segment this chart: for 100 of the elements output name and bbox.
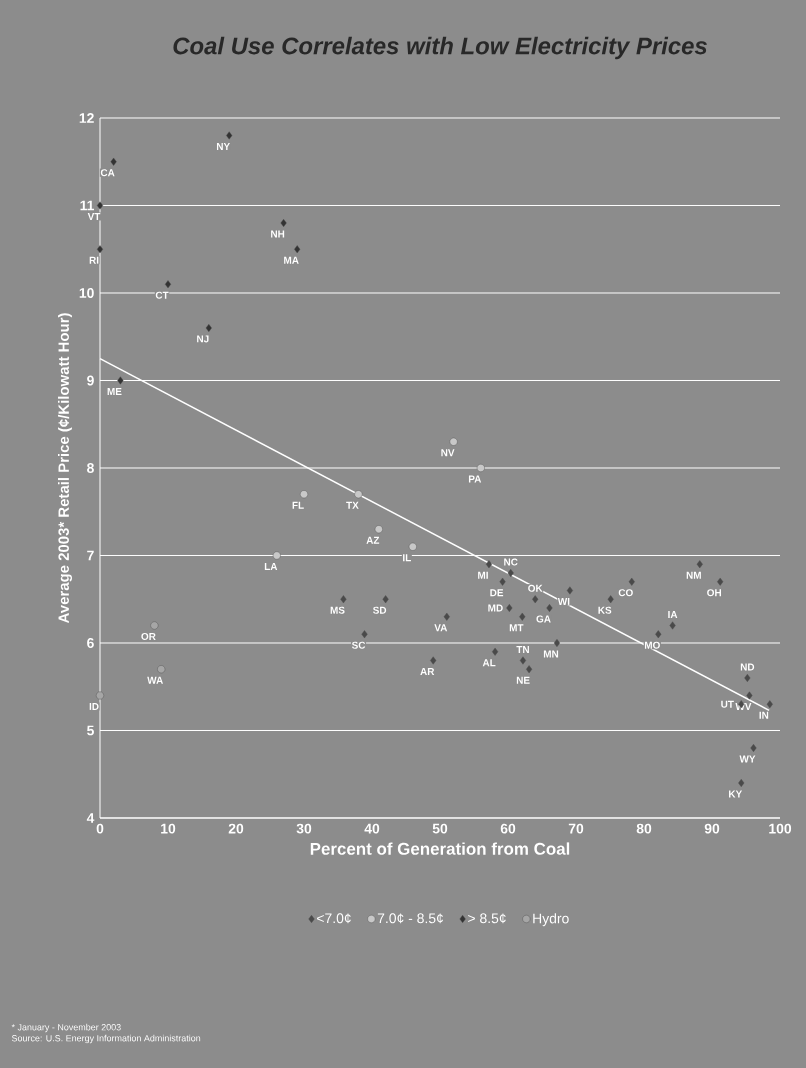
annotation: MN (543, 650, 559, 658)
point (566, 586, 573, 595)
point (499, 577, 506, 586)
annotation: IN (759, 711, 769, 719)
annotation: KS (598, 606, 612, 614)
point (96, 245, 104, 254)
point (492, 647, 499, 656)
chart-title: Coal Use Correlates with Low Electricity Prices (173, 36, 707, 60)
point (746, 691, 753, 700)
point (272, 551, 281, 560)
point (766, 700, 773, 709)
annotation: NY (216, 143, 230, 150)
point (96, 691, 104, 700)
y-tick-label: 11 (80, 200, 94, 211)
annotation: CT (155, 291, 169, 299)
annotation: GA (536, 615, 551, 623)
point (696, 560, 703, 569)
point (506, 604, 513, 612)
point (628, 577, 635, 586)
annotation: RI (89, 256, 99, 264)
point (354, 490, 363, 499)
x-tick-label: 80 (636, 823, 652, 834)
annotation: TX (346, 501, 359, 509)
point (532, 595, 539, 604)
x-tick-label: 60 (500, 823, 516, 834)
point (294, 245, 301, 254)
point (157, 665, 166, 674)
point (164, 280, 172, 289)
annotation: VT (87, 213, 101, 220)
y-tick-label: 4 (86, 813, 95, 823)
annotation: WI (557, 598, 570, 605)
y-tick-label: 5 (87, 725, 94, 736)
x-axis-title: Percent of Generation from Coal (310, 842, 570, 855)
point (519, 656, 526, 665)
x-tick-label: 50 (432, 823, 448, 834)
x-tick-label: 20 (228, 823, 244, 834)
point (507, 569, 514, 577)
x-tick-label: 90 (704, 823, 720, 834)
x-tick-label: 40 (364, 823, 380, 834)
y-tick-label: 10 (79, 288, 94, 298)
annotation: MD (488, 604, 503, 612)
y-tick-label: 8 (87, 463, 94, 473)
point (408, 542, 417, 551)
annotation: OH (707, 589, 721, 597)
annotation: MI (478, 571, 488, 579)
annotation: OR (141, 632, 156, 640)
point (443, 612, 450, 621)
annotation: PA (468, 475, 482, 483)
annotation: IL (403, 554, 411, 562)
point (546, 604, 553, 612)
point (226, 131, 233, 140)
annotation: NV (441, 449, 455, 457)
annotation: NC (504, 558, 518, 566)
annotation: AR (420, 668, 435, 675)
point (150, 621, 159, 630)
text: * January - November 2003 (11, 1023, 121, 1033)
point (669, 621, 676, 630)
point (744, 674, 751, 682)
point (382, 595, 389, 604)
annotation: SD (372, 606, 387, 614)
annotation: ME (107, 388, 122, 395)
point (300, 490, 308, 499)
point (205, 324, 212, 332)
y-tick-label: 12 (79, 113, 94, 123)
annotation: NJ (197, 335, 209, 343)
point (340, 595, 347, 604)
annotation: SC (351, 641, 366, 649)
legend-label: 7.0¢ - 8.5¢ (377, 913, 444, 924)
y-tick-label: 9 (87, 375, 94, 386)
point (110, 157, 117, 166)
point (717, 577, 724, 586)
point (96, 201, 104, 210)
x-tick-label: 100 (769, 823, 792, 834)
annotation: UT (721, 700, 734, 708)
annotation: VA (434, 624, 448, 632)
annotation: NM (686, 571, 701, 579)
point (553, 639, 560, 647)
annotation: OK (528, 584, 543, 592)
point (117, 376, 124, 385)
point (526, 665, 533, 674)
point (476, 464, 485, 472)
point (374, 525, 383, 534)
annotation: MA (284, 256, 299, 264)
x-tick-label: 10 (161, 823, 176, 834)
annotation: MT (509, 624, 524, 632)
point (485, 560, 492, 569)
annotation: FL (292, 501, 304, 509)
point (738, 779, 745, 787)
point (280, 219, 287, 227)
annotation: WA (147, 676, 163, 684)
legend-label: <7.0¢ (317, 913, 351, 924)
y-axis-title: Average 2003* Retail Price (¢/Kilowatt Hour) (58, 313, 72, 624)
y-tick-label: 6 (87, 638, 94, 648)
annotation: KY (729, 790, 743, 798)
annotation: ID (89, 703, 99, 710)
point (655, 630, 662, 639)
point (519, 612, 526, 621)
annotation: MO (644, 641, 660, 649)
annotation: ND (740, 663, 755, 671)
x-tick-label: 30 (296, 823, 312, 834)
